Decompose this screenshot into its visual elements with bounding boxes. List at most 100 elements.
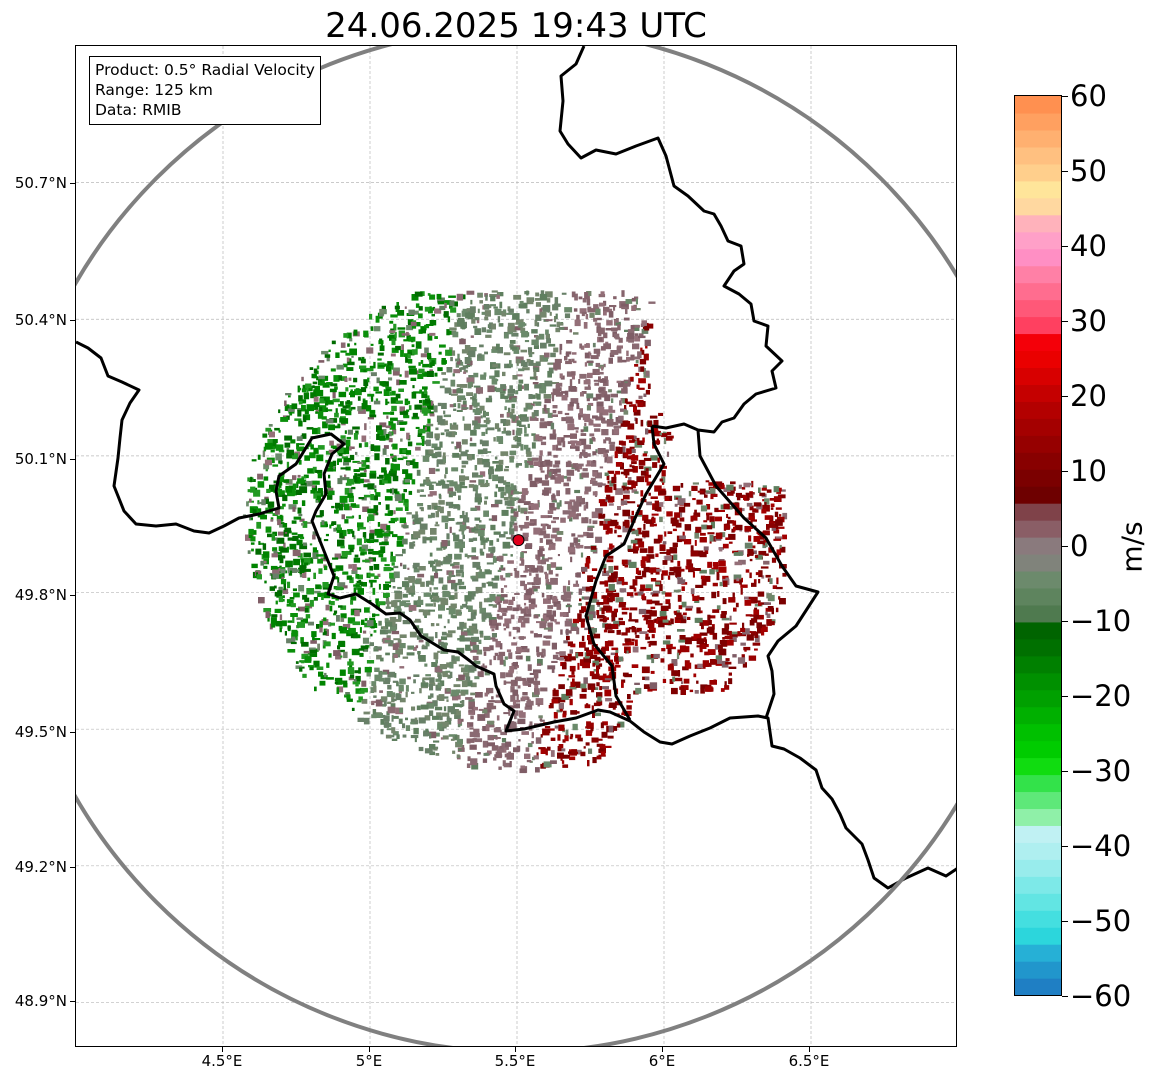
radial-velocity-echoes xyxy=(243,290,788,774)
velocity-echo-cell xyxy=(424,748,433,754)
velocity-echo-cell xyxy=(413,322,421,327)
velocity-echo-cell xyxy=(442,456,446,463)
velocity-echo-cell xyxy=(603,745,612,748)
velocity-echo-cell xyxy=(546,539,553,545)
velocity-echo-cell xyxy=(604,678,611,681)
velocity-echo-cell xyxy=(648,567,657,573)
velocity-echo-cell xyxy=(384,618,389,623)
velocity-echo-cell xyxy=(586,532,594,538)
velocity-echo-cell xyxy=(604,486,613,493)
velocity-echo-cell xyxy=(576,496,582,503)
velocity-echo-cell xyxy=(535,361,541,366)
velocity-echo-cell xyxy=(279,628,282,633)
velocity-echo-cell xyxy=(526,565,534,569)
velocity-echo-cell xyxy=(259,542,264,545)
colorbar-tick xyxy=(1062,546,1068,547)
velocity-echo-cell xyxy=(641,556,649,562)
velocity-echo-cell xyxy=(405,691,408,698)
velocity-echo-cell xyxy=(638,527,642,535)
velocity-echo-cell xyxy=(375,713,383,718)
velocity-echo-cell xyxy=(472,591,479,594)
velocity-echo-cell xyxy=(264,442,273,450)
velocity-echo-cell xyxy=(679,568,685,572)
velocity-echo-cell xyxy=(583,505,587,511)
velocity-echo-cell xyxy=(463,622,467,628)
velocity-echo-cell xyxy=(571,749,578,756)
velocity-echo-cell xyxy=(642,530,650,538)
velocity-echo-cell xyxy=(718,560,726,567)
velocity-echo-cell xyxy=(553,347,559,353)
velocity-echo-cell xyxy=(355,684,359,687)
velocity-echo-cell xyxy=(559,656,564,661)
velocity-echo-cell xyxy=(555,566,563,570)
velocity-echo-cell xyxy=(479,569,482,574)
colorbar-tick xyxy=(1062,246,1068,247)
velocity-echo-cell xyxy=(460,325,467,329)
velocity-echo-cell xyxy=(539,566,544,573)
velocity-echo-cell xyxy=(594,656,601,663)
velocity-echo-cell xyxy=(349,348,357,356)
velocity-echo-cell xyxy=(508,490,515,495)
velocity-echo-cell xyxy=(551,564,555,567)
velocity-echo-cell xyxy=(494,456,498,460)
velocity-echo-cell xyxy=(433,587,439,590)
velocity-echo-cell xyxy=(630,455,639,461)
velocity-echo-cell xyxy=(529,721,533,726)
velocity-echo-cell xyxy=(357,717,364,722)
border-line xyxy=(558,46,784,434)
velocity-echo-cell xyxy=(527,404,533,409)
velocity-echo-cell xyxy=(587,635,593,641)
velocity-echo-cell xyxy=(550,577,558,585)
velocity-echo-cell xyxy=(503,531,508,535)
velocity-echo-cell xyxy=(736,577,740,582)
velocity-echo-cell xyxy=(509,761,512,768)
velocity-echo-cell xyxy=(605,449,609,453)
velocity-echo-cell xyxy=(328,449,335,454)
velocity-echo-cell xyxy=(327,487,334,493)
velocity-echo-cell xyxy=(518,739,521,742)
velocity-echo-cell xyxy=(546,583,552,590)
velocity-echo-cell xyxy=(680,483,684,488)
velocity-echo-cell xyxy=(762,530,770,536)
velocity-echo-cell xyxy=(250,517,253,520)
velocity-echo-cell xyxy=(532,585,540,589)
velocity-echo-cell xyxy=(537,500,540,503)
velocity-echo-cell xyxy=(679,635,686,641)
velocity-echo-cell xyxy=(459,481,465,486)
velocity-echo-cell xyxy=(617,535,622,538)
velocity-echo-cell xyxy=(353,469,360,472)
velocity-echo-cell xyxy=(366,660,375,664)
gridlines xyxy=(76,46,956,1046)
velocity-echo-cell xyxy=(449,574,456,577)
velocity-echo-cell xyxy=(284,531,288,534)
velocity-echo-cell xyxy=(646,654,652,660)
velocity-echo-cell xyxy=(367,573,375,577)
velocity-echo-cell xyxy=(505,741,512,747)
velocity-echo-cell xyxy=(583,531,589,537)
velocity-echo-cell xyxy=(626,650,629,654)
velocity-echo-cell xyxy=(329,605,333,612)
velocity-echo-cell xyxy=(393,367,400,372)
velocity-echo-cell xyxy=(611,398,614,403)
velocity-echo-cell xyxy=(456,358,461,365)
velocity-echo-cell xyxy=(281,620,287,627)
velocity-echo-cell xyxy=(519,563,525,566)
velocity-echo-cell xyxy=(456,409,463,412)
velocity-echo-cell xyxy=(485,482,490,487)
colorbar-segment xyxy=(1015,876,1061,894)
velocity-echo-cell xyxy=(377,573,381,577)
velocity-echo-cell xyxy=(374,453,380,461)
velocity-echo-cell xyxy=(547,370,552,378)
velocity-echo-cell xyxy=(462,510,465,518)
velocity-echo-cell xyxy=(399,406,405,413)
velocity-echo-cell xyxy=(579,659,584,666)
velocity-echo-cell xyxy=(500,393,505,399)
velocity-echo-cell xyxy=(551,414,558,417)
velocity-echo-cell xyxy=(545,329,549,335)
velocity-echo-cell xyxy=(277,488,283,496)
velocity-echo-cell xyxy=(586,652,593,657)
velocity-echo-cell xyxy=(498,615,503,620)
velocity-echo-cell xyxy=(536,417,539,421)
velocity-echo-cell xyxy=(576,711,580,714)
velocity-echo-cell xyxy=(319,620,323,628)
